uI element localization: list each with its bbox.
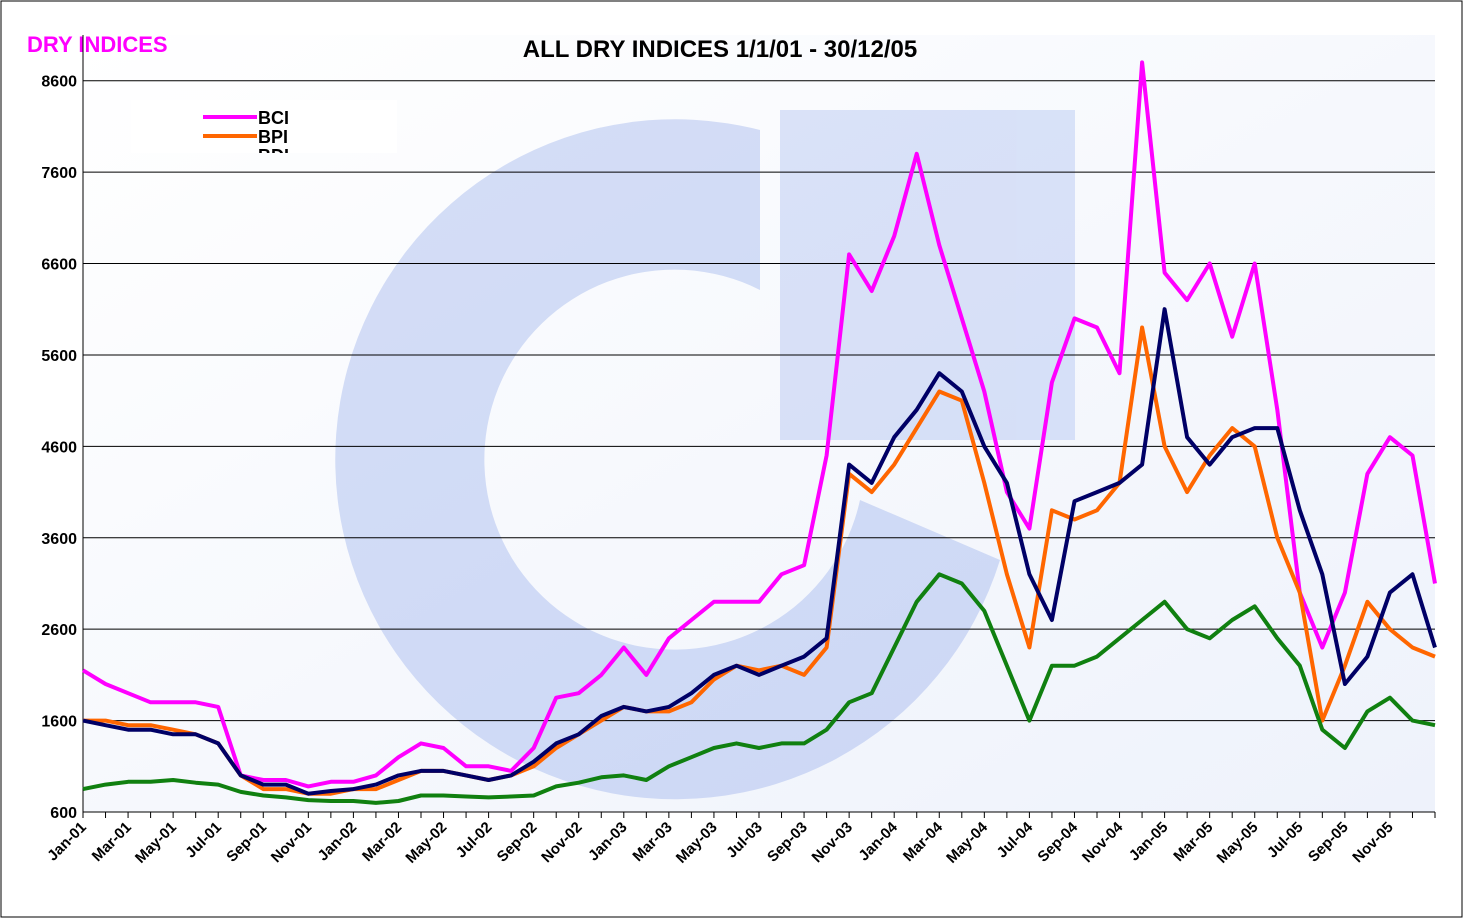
series-line [82,572,1436,805]
legend: BCIBPIBDI [131,100,397,166]
y-tick-label: 6600 [41,257,77,274]
y-tick-label: 5600 [41,348,77,365]
y-tick-label: 1600 [41,714,77,731]
legend-box [131,100,397,153]
chart-title: ALL DRY INDICES 1/1/01 - 30/12/05 [523,36,917,63]
series-line [81,60,1437,789]
legend-label: BDI [258,146,289,166]
legend-label: BPI [258,127,288,147]
subtitle: DRY INDICES [27,32,168,57]
y-tick-label: 7600 [41,165,77,182]
y-tick-label: 3600 [41,531,77,548]
y-tick-label: 8600 [41,74,77,91]
y-tick-label: 4600 [41,439,77,456]
legend-label: BCI [258,108,289,128]
series-line [82,307,1437,796]
y-tick-label: 600 [50,805,77,822]
plot-area [83,35,1435,812]
y-tick-label: 2600 [41,622,77,639]
